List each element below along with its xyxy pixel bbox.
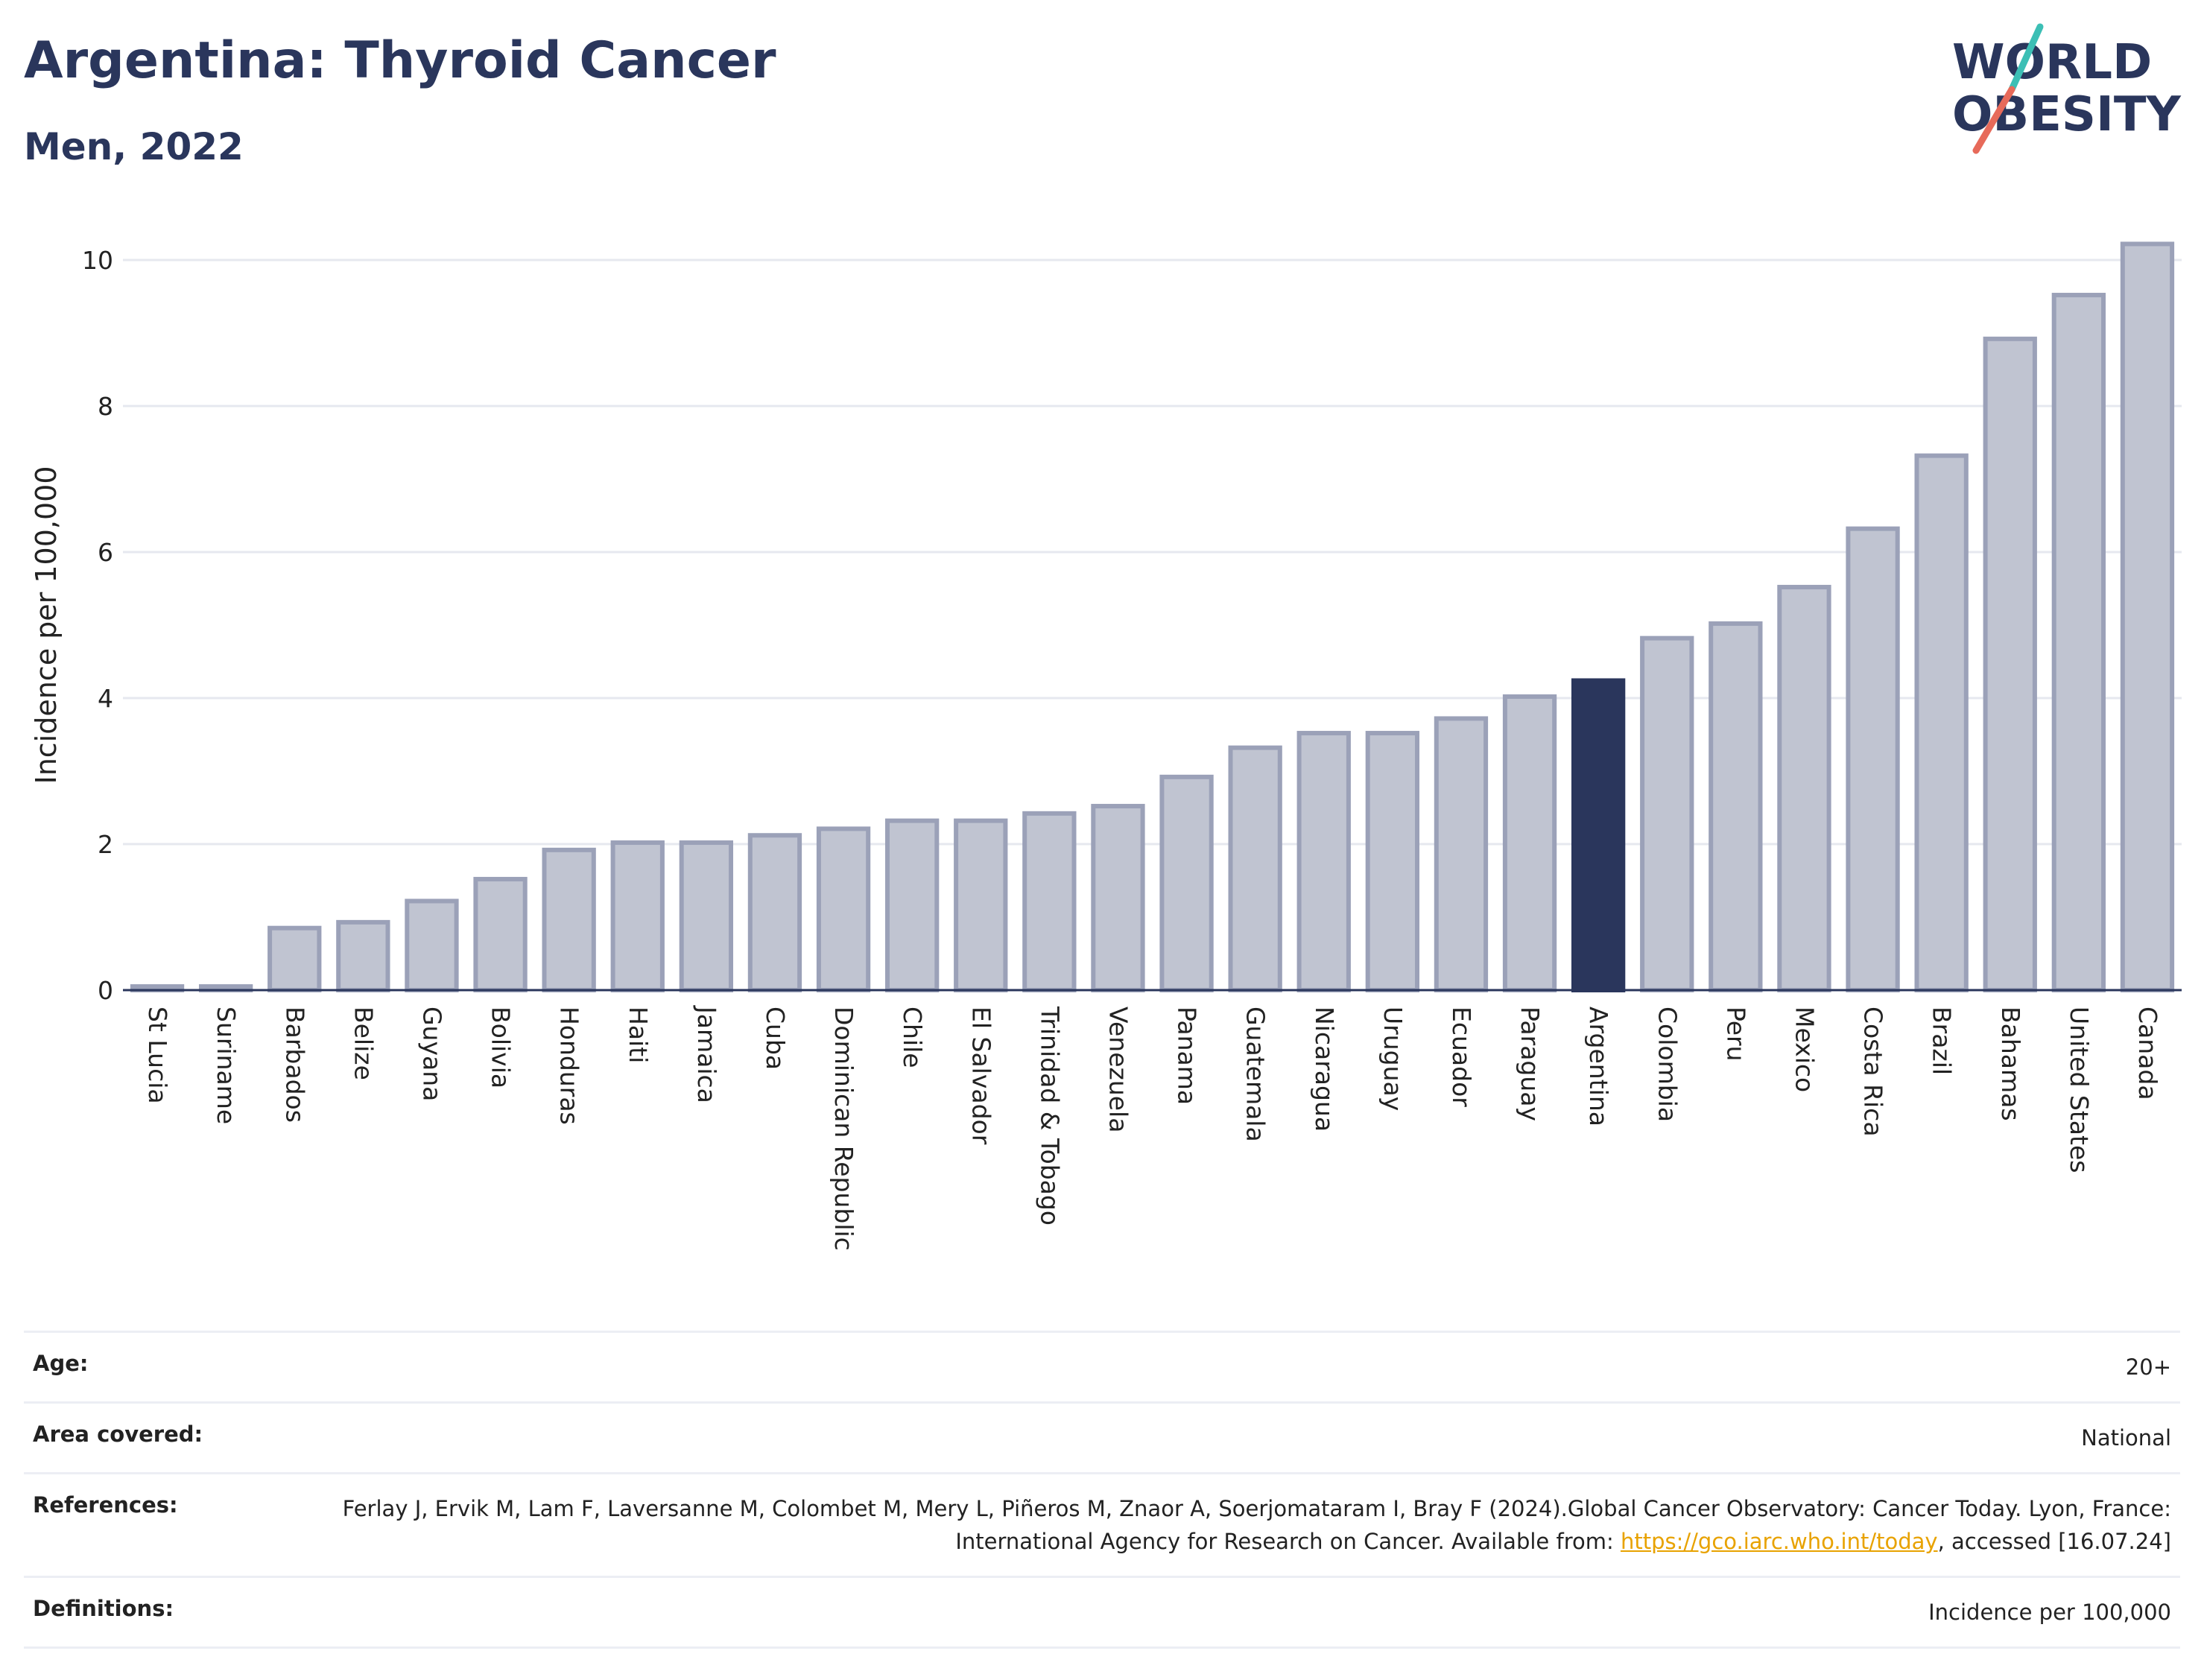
x-tick-label: Honduras [555, 1007, 584, 1125]
bar-trinidad-tobago[interactable] [1022, 811, 1077, 992]
x-tick-label: El Salvador [966, 1007, 995, 1145]
bar-colombia[interactable] [1640, 635, 1694, 992]
references-text: Ferlay J, Ervik M, Lam F, Laversanne M, … [342, 1496, 2171, 1554]
bar-guatemala[interactable] [1228, 745, 1282, 992]
bar-united-states[interactable] [2051, 293, 2106, 993]
bar-bahamas[interactable] [1983, 336, 2037, 992]
y-tick-label: 8 [98, 392, 113, 421]
x-tick-label: Haiti [624, 1007, 653, 1063]
x-tick-label: Guyana [417, 1007, 446, 1101]
age-label: Age: [24, 1331, 310, 1403]
chart-title: Argentina: Thyroid Cancer [24, 31, 776, 90]
meta-row-age: Age: 20+ [24, 1331, 2180, 1403]
x-tick-label: Chile [898, 1007, 927, 1068]
x-tick-label: Bahamas [1996, 1007, 2025, 1121]
references-suffix: , accessed [16.07.24] [1937, 1529, 2171, 1554]
bar-el-salvador[interactable] [954, 818, 1008, 993]
bar-dominican-republic[interactable] [816, 826, 871, 993]
x-tick-label: Belize [349, 1007, 378, 1080]
x-tick-label: Ecuador [1447, 1007, 1476, 1107]
references-value: Ferlay J, Ervik M, Lam F, Laversanne M, … [310, 1472, 2180, 1577]
x-tick-label: Suriname [212, 1007, 241, 1124]
x-tick-label: Dominican Republic [829, 1007, 858, 1251]
x-tick-label: Paraguay [1516, 1007, 1545, 1121]
x-tick-label: Colombia [1653, 1007, 1682, 1122]
bar-costa-rica[interactable] [1846, 526, 1900, 992]
y-axis-title: Incidence per 100,000 [30, 466, 63, 784]
logo-slash-teal [2008, 23, 2044, 93]
area-value: National [310, 1401, 2180, 1474]
logo-text-world: WORLD [1952, 35, 2152, 90]
bar-barbados[interactable] [267, 925, 322, 992]
bar-bolivia[interactable] [473, 877, 528, 993]
bar-brazil[interactable] [1914, 453, 1969, 992]
x-tick-label: Bolivia [487, 1007, 516, 1088]
bar-nicaragua[interactable] [1296, 731, 1351, 992]
bar-belize[interactable] [336, 919, 390, 992]
bar-uruguay[interactable] [1365, 731, 1420, 992]
bar-mexico[interactable] [1777, 585, 1831, 992]
bar-venezuela[interactable] [1091, 804, 1145, 993]
meta-row-references: References: Ferlay J, Ervik M, Lam F, La… [24, 1472, 2180, 1577]
x-tick-label: Peru [1721, 1007, 1750, 1062]
y-tick-label: 2 [98, 830, 113, 859]
x-tick-label: United States [2065, 1007, 2094, 1173]
x-tick-label: Trinidad & Tobago [1035, 1006, 1064, 1226]
definitions-value: Incidence per 100,000 [310, 1576, 2180, 1649]
metadata-table: Age: 20+ Area covered: National Referenc… [24, 1331, 2180, 1649]
bar-haiti[interactable] [610, 840, 665, 993]
bar-ecuador[interactable] [1434, 716, 1489, 992]
bar-peru[interactable] [1709, 621, 1763, 992]
x-tick-label: Brazil [1928, 1007, 1957, 1075]
logo-text-obesity: OBESITY [1952, 87, 2181, 142]
bar-guyana[interactable] [405, 898, 459, 992]
x-tick-label: Argentina [1584, 1007, 1613, 1126]
age-value: 20+ [310, 1331, 2180, 1403]
bar-cuba[interactable] [747, 833, 802, 992]
chart-subtitle: Men, 2022 [24, 125, 244, 168]
x-tick-label: Nicaragua [1310, 1007, 1339, 1132]
y-axis-ticks: 0 2 4 6 8 10 [82, 246, 113, 1005]
x-tick-label: Barbados [280, 1007, 309, 1123]
y-tick-label: 10 [82, 246, 113, 275]
x-tick-label: Jamaica [692, 1005, 721, 1103]
y-tick-label: 4 [98, 684, 113, 713]
area-label: Area covered: [24, 1401, 310, 1474]
y-tick-label: 6 [98, 538, 113, 567]
bar-honduras[interactable] [542, 847, 596, 992]
x-axis-labels: St Lucia Suriname Barbados Belize Guyana Boli… [143, 1005, 2162, 1251]
x-tick-label: Uruguay [1378, 1007, 1407, 1111]
x-tick-label: St Lucia [143, 1007, 172, 1104]
x-tick-label: Canada [2133, 1007, 2162, 1100]
meta-row-area: Area covered: National [24, 1401, 2180, 1474]
definitions-label: Definitions: [24, 1576, 310, 1649]
bar-chile[interactable] [884, 818, 940, 993]
bar-jamaica[interactable] [679, 840, 734, 993]
meta-row-definitions: Definitions: Incidence per 100,000 [24, 1576, 2180, 1649]
logo-slash-coral [1972, 86, 2015, 154]
world-obesity-logo: WORLD OBESITY [1952, 23, 2181, 154]
bar-argentina[interactable] [1571, 678, 1626, 992]
x-tick-label: Panama [1173, 1007, 1202, 1105]
bar-panama[interactable] [1159, 774, 1214, 992]
bar-paraguay[interactable] [1502, 694, 1557, 992]
y-tick-label: 0 [98, 976, 113, 1005]
bar-chart: 0 2 4 6 8 10 St Lucia Suriname Barbados Belize Gu… [30, 241, 2182, 1251]
x-tick-label: Venezuela [1103, 1007, 1133, 1132]
x-tick-label: Cuba [761, 1007, 790, 1070]
references-label: References: [24, 1472, 310, 1577]
x-tick-label: Costa Rica [1859, 1007, 1888, 1137]
references-link[interactable]: https://gco.iarc.who.int/today [1620, 1529, 1938, 1554]
x-tick-label: Mexico [1790, 1007, 1819, 1092]
bars [130, 241, 2175, 993]
bar-canada[interactable] [2120, 241, 2175, 992]
x-tick-label: Guatemala [1241, 1007, 1270, 1142]
